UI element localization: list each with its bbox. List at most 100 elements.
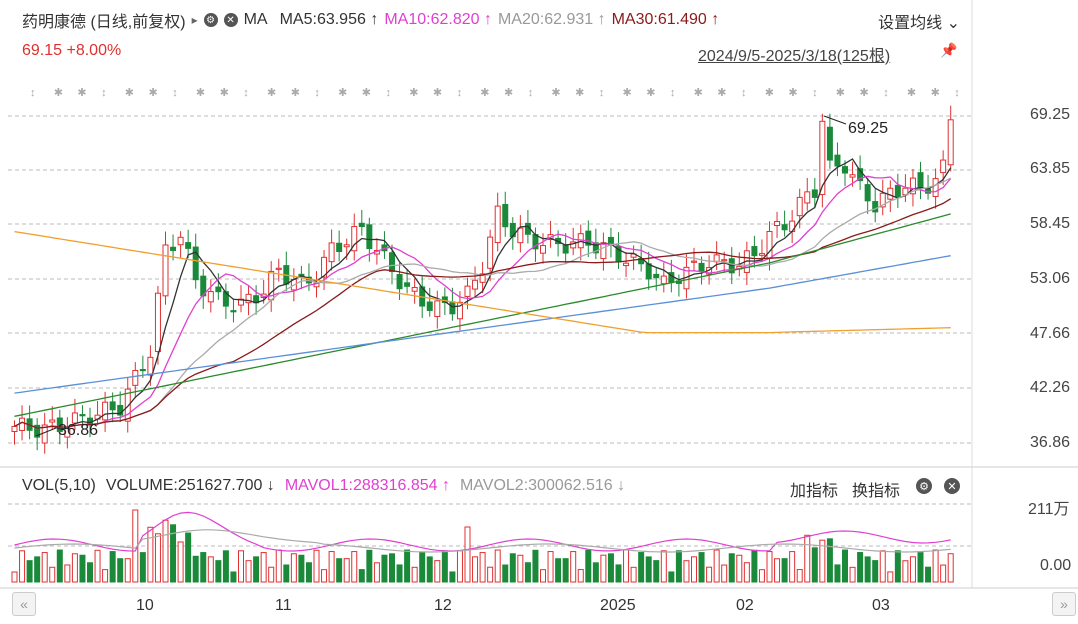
ma-settings-button[interactable]: 设置均线 ⌄	[878, 15, 960, 32]
volume-bar	[207, 556, 214, 583]
x-tick: 10	[136, 597, 154, 614]
volume-bar	[389, 553, 395, 583]
volume-bar	[653, 560, 660, 583]
candle	[540, 245, 546, 254]
add-indicator-button[interactable]: 加指标	[790, 483, 839, 500]
event-marker-icon: ✱	[409, 87, 418, 99]
close-icon[interactable]: ✕	[944, 478, 960, 494]
candle	[170, 246, 177, 251]
volume-bar	[358, 569, 365, 583]
scroll-right-button[interactable]: »	[1052, 592, 1076, 616]
volume-bar	[509, 553, 516, 583]
high-arrow	[823, 115, 847, 125]
candle	[79, 414, 86, 417]
candle	[404, 282, 411, 287]
volume-bar	[321, 569, 328, 583]
vol-title: VOL(5,10)	[22, 477, 96, 494]
candle	[124, 388, 131, 422]
volume-bar	[162, 519, 169, 583]
last-price: 69.15 +8.00%	[22, 42, 122, 59]
event-marker-icon: ↕	[30, 87, 36, 99]
candle	[600, 242, 607, 260]
candle	[162, 244, 169, 297]
candle	[389, 252, 395, 273]
volume-bar	[305, 562, 312, 583]
volume-bar	[909, 556, 916, 583]
volume-bar	[34, 556, 41, 583]
candle	[811, 189, 818, 198]
volume-bar	[124, 558, 131, 583]
volume-bar	[524, 562, 531, 583]
volume-bar	[434, 560, 441, 583]
gear-icon[interactable]: ⚙	[916, 478, 932, 494]
candle	[479, 273, 486, 283]
volume-bar	[11, 571, 18, 583]
event-marker-icon: ↕	[599, 87, 605, 99]
volume-bar	[834, 564, 841, 583]
volume-bar	[517, 554, 524, 583]
candle	[917, 172, 924, 188]
pin-icon[interactable]: 📌	[940, 42, 958, 58]
candle	[192, 246, 199, 281]
low-arrow	[35, 427, 57, 437]
candle	[56, 417, 63, 432]
candle	[426, 301, 433, 311]
volume-bar	[313, 549, 320, 583]
candle	[849, 174, 856, 178]
volume-bar	[147, 526, 154, 583]
x-tick: 2025	[600, 597, 636, 614]
event-marker-icon: ↕	[457, 87, 463, 99]
close-icon[interactable]: ✕	[223, 13, 238, 27]
candle	[585, 230, 592, 246]
event-marker-icon: ✱	[551, 87, 560, 99]
volume-bar	[645, 556, 652, 583]
candle	[796, 196, 803, 217]
event-marker-icon: ✱	[480, 87, 489, 99]
stock-title[interactable]: 药明康德 (日线,前复权)	[22, 14, 186, 31]
event-marker-icon: ✱	[220, 87, 229, 99]
expand-arrow-icon[interactable]: ▸	[191, 13, 198, 27]
switch-indicator-button[interactable]: 换指标	[852, 483, 901, 500]
ma60-line	[14, 213, 951, 417]
volume-bar	[751, 549, 758, 583]
scroll-left-button[interactable]: «	[12, 592, 36, 616]
y-tick: 58.45	[1030, 215, 1071, 232]
ma30-line	[14, 198, 952, 429]
candle	[358, 222, 365, 228]
volume-bar	[502, 564, 509, 583]
volume-bar	[698, 552, 705, 583]
candle	[109, 401, 116, 411]
volume-bar	[721, 564, 728, 583]
candle	[909, 177, 916, 195]
event-marker-icon: ✱	[860, 87, 869, 99]
volume-bar	[879, 550, 886, 583]
volume-bar	[940, 564, 947, 583]
y-tick: 69.25	[1030, 106, 1071, 123]
volume-bar	[117, 558, 124, 583]
candle	[502, 203, 509, 228]
ma250-line	[14, 230, 951, 334]
mavol1-line	[14, 511, 951, 552]
volume-bar	[570, 551, 577, 583]
candle	[894, 184, 901, 198]
volume-bar	[328, 551, 335, 583]
gear-icon[interactable]: ⚙	[203, 13, 218, 27]
candle	[238, 298, 244, 306]
volume-bar	[675, 550, 682, 583]
candle	[487, 236, 494, 269]
volume-bar	[268, 566, 275, 583]
volume-bar	[154, 533, 161, 583]
mavol2-value: MAVOL2:300062.516 ↓	[459, 477, 626, 494]
event-marker-icon: ↕	[741, 87, 747, 99]
volume-bar	[200, 552, 207, 583]
volume-bar	[449, 571, 456, 583]
candle	[328, 242, 335, 263]
candle	[139, 368, 146, 372]
volume-bar	[71, 553, 78, 583]
volume-bar	[102, 569, 109, 583]
date-range[interactable]: 2024/9/5-2025/3/18(125根)	[698, 48, 891, 65]
x-tick: 11	[275, 597, 292, 614]
event-marker-icon: ✱	[267, 87, 276, 99]
volume-bar	[139, 552, 146, 583]
